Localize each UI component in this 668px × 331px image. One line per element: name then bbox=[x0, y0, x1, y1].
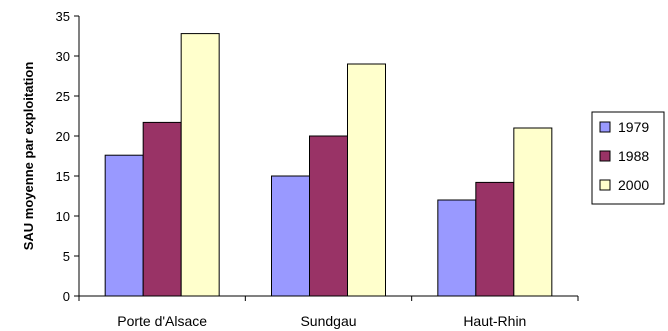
bar-1979-2 bbox=[437, 199, 477, 297]
y-tick-label: 20 bbox=[56, 129, 70, 144]
bar-1988-0 bbox=[142, 121, 182, 297]
legend-swatch-1979 bbox=[599, 121, 611, 133]
y-tick-label: 30 bbox=[56, 49, 70, 64]
x-category-label: Porte d'Alsace bbox=[117, 313, 207, 329]
y-tick-label: 35 bbox=[56, 9, 70, 24]
x-labels-group: Porte d'Alsace Sundgau Haut-Rhin bbox=[78, 296, 579, 329]
bar-1979-1 bbox=[271, 175, 310, 297]
legend-swatch-1988 bbox=[599, 150, 611, 162]
bar-1979-0 bbox=[104, 154, 144, 297]
bar-2000-1 bbox=[347, 63, 386, 297]
y-axis-label: SAU moyenne par exploitation bbox=[21, 62, 36, 251]
bar-2000-2 bbox=[513, 127, 553, 297]
y-tick-label: 15 bbox=[56, 169, 70, 184]
y-tick-label: 5 bbox=[63, 249, 70, 264]
y-tick-label: 10 bbox=[56, 209, 70, 224]
axes-group bbox=[78, 16, 578, 297]
legend-label-1988: 1988 bbox=[618, 148, 649, 164]
legend-label-2000: 2000 bbox=[618, 177, 649, 193]
legend: 1979 1988 2000 bbox=[591, 111, 665, 205]
y-tick-label: 0 bbox=[63, 289, 70, 304]
x-category-label: Haut-Rhin bbox=[463, 313, 526, 329]
legend-label-1979: 1979 bbox=[618, 119, 649, 135]
bar-1988-1 bbox=[309, 135, 348, 297]
legend-swatch-2000 bbox=[599, 179, 611, 191]
y-ticks-group: 0 5 10 15 20 25 30 35 bbox=[56, 9, 79, 304]
bars-group bbox=[104, 33, 553, 297]
y-tick-label: 25 bbox=[56, 89, 70, 104]
x-category-label: Sundgau bbox=[300, 313, 356, 329]
bar-1988-2 bbox=[475, 181, 515, 297]
bar-2000-0 bbox=[180, 33, 220, 297]
